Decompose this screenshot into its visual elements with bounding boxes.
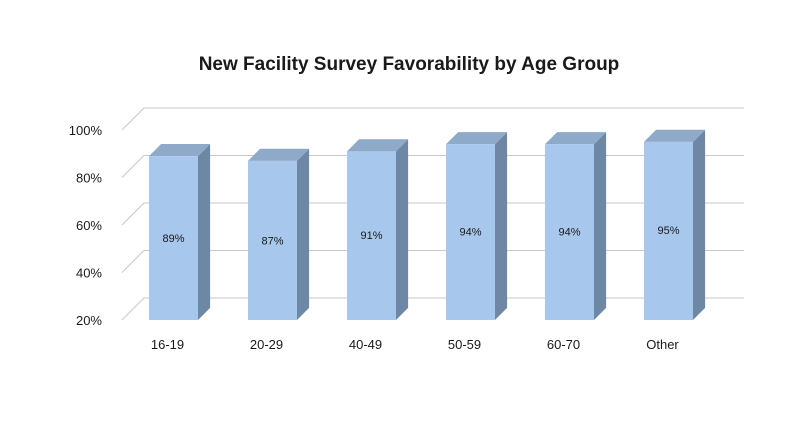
data-label: 87% — [261, 235, 283, 247]
x-axis: 16-19 20-29 40-49 50-59 60-70 Other — [151, 337, 680, 352]
y-tick-label: 60% — [76, 218, 102, 233]
bar-top — [545, 132, 607, 145]
bar-side — [297, 148, 310, 320]
bar-side — [693, 129, 706, 320]
bar: 91% — [347, 139, 409, 320]
bar: 94% — [545, 132, 607, 320]
x-tick-label: 60-70 — [547, 337, 580, 352]
data-label: 94% — [558, 226, 580, 238]
x-tick-label: 50-59 — [448, 337, 481, 352]
y-tick-label: 80% — [76, 171, 102, 186]
chart-title: New Facility Survey Favorability by Age … — [199, 54, 620, 75]
x-tick-label: Other — [646, 337, 679, 352]
bar-side — [198, 144, 211, 320]
bar: 89% — [149, 144, 211, 320]
gridline — [121, 250, 744, 273]
bar-front — [545, 144, 594, 320]
data-label: 94% — [459, 226, 481, 238]
bar-front — [446, 144, 495, 320]
bar-top — [347, 139, 409, 152]
bar-front — [347, 151, 396, 320]
x-tick-label: 40-49 — [349, 337, 382, 352]
bar: 94% — [446, 132, 508, 320]
bar-front — [248, 160, 297, 320]
bar-side — [594, 132, 607, 320]
bar-side — [495, 132, 508, 320]
y-tick-label: 20% — [76, 313, 102, 328]
data-label: 95% — [657, 225, 679, 237]
bars: 89% 87% 91% 94% 94% 95% — [149, 129, 706, 320]
bar-top — [644, 129, 706, 142]
gridline — [121, 297, 744, 321]
bar-top — [446, 132, 508, 145]
bar: 95% — [644, 129, 706, 320]
data-label: 91% — [360, 230, 382, 242]
data-label: 89% — [162, 233, 184, 245]
gridlines — [121, 107, 744, 321]
bar-front — [149, 156, 198, 320]
gridline — [121, 155, 744, 178]
y-tick-label: 100% — [69, 123, 103, 138]
bar-top — [248, 148, 310, 161]
x-tick-label: 16-19 — [151, 337, 184, 352]
bar: 87% — [248, 148, 310, 320]
gridline — [121, 107, 744, 131]
bar-side — [396, 139, 409, 320]
bar-front — [644, 141, 693, 320]
y-tick-label: 40% — [76, 266, 102, 281]
x-tick-label: 20-29 — [250, 337, 283, 352]
bar-top — [149, 144, 211, 157]
y-axis: 20% 40% 60% 80% 100% — [69, 123, 103, 328]
gridline — [121, 202, 744, 226]
